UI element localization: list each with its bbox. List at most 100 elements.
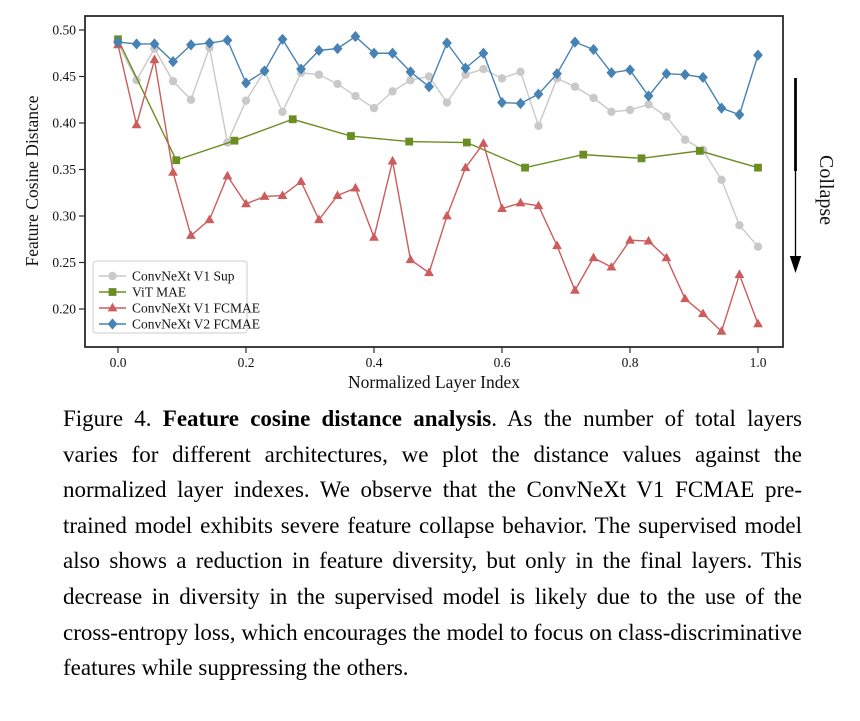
legend-box (92, 260, 248, 334)
data-point-marker (625, 105, 635, 115)
caption-bold-title: Feature cosine distance analysis (162, 406, 492, 431)
data-point-marker (735, 221, 744, 230)
data-point-marker (241, 77, 251, 89)
data-point-marker (753, 318, 763, 328)
data-point-marker (552, 68, 562, 80)
data-point-marker (478, 138, 489, 147)
data-point-marker (460, 62, 471, 74)
data-point-marker (734, 109, 745, 121)
data-point-marker (589, 93, 598, 103)
series-convnext-v1-fcmae (113, 39, 763, 335)
data-point-marker (347, 132, 355, 140)
figure-caption: Figure 4. Feature cosine distance analys… (63, 401, 802, 686)
data-point-marker (717, 175, 726, 184)
data-point-marker (369, 103, 379, 113)
data-point-marker (149, 38, 160, 50)
down-arrowhead-icon (789, 256, 802, 273)
collapse-annotation: Collapse (789, 78, 837, 273)
data-point-marker (369, 232, 379, 241)
chart-svg: 0.20 0.25 0.30 0.35 0.40 0.45 0.50 0.0 0.2 0.4 0.6… (22, 15, 837, 392)
data-point-marker (350, 182, 361, 192)
x-tick-label: 0.4 (366, 355, 383, 370)
x-axis-label: Normalized Layer Index (348, 372, 520, 392)
legend-marker (108, 271, 117, 281)
data-point-marker (442, 37, 452, 49)
data-point-marker (222, 170, 233, 180)
data-point-marker (442, 98, 452, 107)
x-tick-label: 0.6 (494, 355, 511, 370)
data-point-marker (462, 138, 471, 147)
y-tick-label: 0.30 (52, 209, 76, 224)
data-point-marker (288, 115, 297, 124)
legend-entry-convnext-v1-sup: ConvNeXt V1 Sup (99, 269, 235, 284)
data-point-marker (734, 269, 745, 278)
data-point-marker (186, 95, 196, 104)
data-point-marker (661, 252, 672, 262)
legend-marker (107, 302, 118, 312)
data-point-marker (753, 242, 763, 251)
data-point-marker (387, 47, 398, 59)
data-point-marker (259, 191, 270, 200)
data-point-marker (625, 64, 635, 76)
series-line (117, 35, 759, 116)
data-point-marker (172, 156, 181, 165)
data-point-marker (405, 254, 416, 264)
data-point-marker (643, 235, 654, 245)
data-point-marker (168, 167, 178, 176)
data-point-marker (424, 81, 434, 93)
data-point-marker (515, 197, 526, 207)
data-point-marker (680, 69, 690, 81)
data-point-marker (662, 112, 671, 121)
data-point-marker (296, 176, 306, 185)
data-point-marker (552, 240, 562, 250)
data-point-marker (113, 36, 123, 48)
y-axis-label: Feature Cosine Distance (22, 95, 42, 266)
data-point-marker (754, 163, 762, 172)
series-convnext-v2-fcmae (113, 30, 763, 121)
data-point-marker (515, 97, 526, 110)
data-point-marker (716, 102, 727, 114)
data-point-marker (644, 100, 653, 109)
data-point-marker (497, 203, 507, 212)
data-point-marker (314, 214, 324, 224)
data-point-marker (332, 43, 343, 55)
data-point-marker (149, 54, 160, 64)
data-point-marker (405, 66, 416, 78)
data-point-marker (131, 38, 142, 50)
data-point-marker (186, 39, 196, 51)
data-point-marker (579, 150, 588, 159)
y-tick-label: 0.35 (52, 162, 76, 177)
data-point-marker (497, 96, 507, 109)
data-point-marker (296, 63, 306, 75)
feature-cosine-distance-chart: 0.20 0.25 0.30 0.35 0.40 0.45 0.50 0.0 0.2 0.4 0.6… (22, 15, 837, 392)
data-point-marker (230, 136, 239, 145)
data-point-marker (607, 107, 616, 117)
data-point-marker (405, 137, 414, 146)
data-point-marker (186, 230, 196, 239)
plot-frame (84, 15, 784, 348)
data-point-marker (442, 210, 452, 220)
data-point-marker (533, 200, 544, 210)
data-point-marker (369, 47, 379, 59)
data-point-marker (479, 64, 488, 74)
data-point-marker (570, 285, 580, 294)
data-point-marker (533, 88, 544, 100)
legend-entry-vit-mae: ViT MAE (99, 285, 186, 300)
legend-label: ConvNeXt V1 Sup (132, 269, 235, 284)
data-point-marker (716, 326, 727, 335)
data-point-marker (516, 67, 525, 77)
legend-entry-convnext-v1-fcmae: ConvNeXt V1 FCMAE (99, 301, 260, 316)
data-point-marker (277, 33, 288, 45)
data-point-marker (606, 261, 617, 271)
data-point-marker (168, 56, 178, 68)
data-point-marker (478, 47, 489, 59)
data-point-marker (314, 70, 324, 79)
data-point-marker (333, 79, 342, 89)
data-point-marker (461, 70, 470, 79)
data-point-marker (534, 121, 543, 130)
data-point-marker (424, 267, 434, 277)
data-point-marker (695, 147, 704, 155)
data-point-marker (314, 44, 324, 57)
data-point-marker (698, 308, 708, 318)
